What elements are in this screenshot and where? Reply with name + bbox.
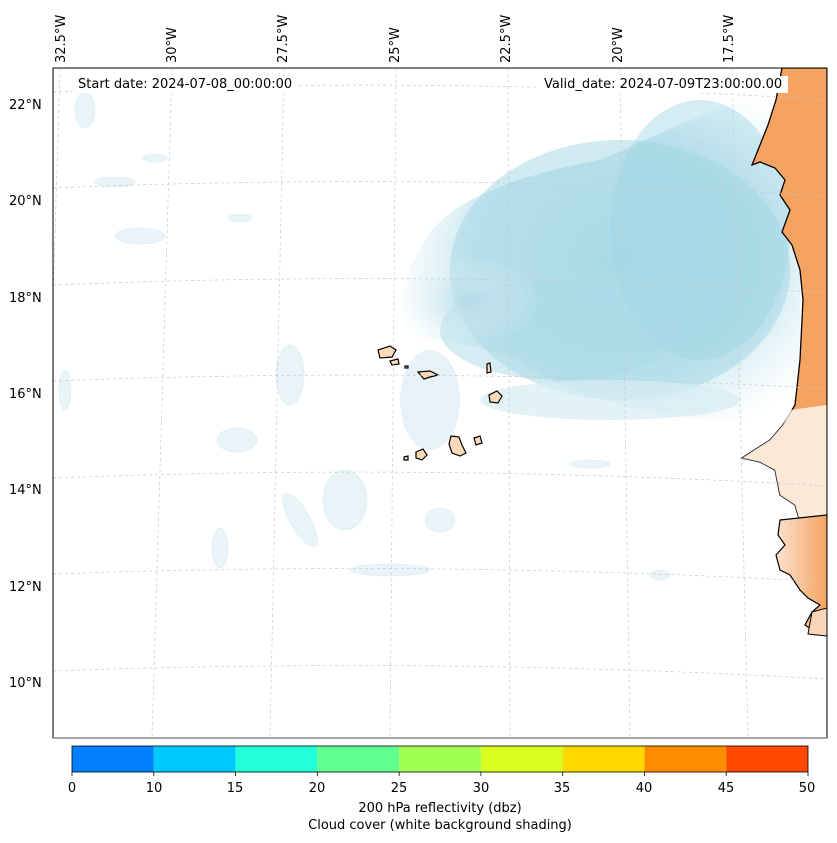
colorbar-swatch [399, 746, 481, 772]
island-sao-nicolau [416, 370, 440, 380]
colorbar-tick-20: 20 [308, 781, 326, 796]
colorbar-tick-45: 45 [717, 781, 735, 796]
colorbar-tick-50: 50 [798, 781, 816, 796]
lat-label-20n: 20°N [9, 194, 42, 209]
colorbar-swatch [726, 746, 808, 772]
lon-label-32-5w: 32.5°W [54, 14, 69, 63]
colorbar-swatch [235, 746, 318, 772]
colorbar-swatch [317, 746, 400, 772]
lat-label-16n: 16°N [9, 387, 42, 402]
cape-verde-islands [377, 345, 503, 461]
colorbar-tick-40: 40 [635, 781, 653, 796]
colorbar-label-reflectivity: 200 hPa reflectivity (dbz) [358, 801, 522, 816]
colorbar-label-cloud-cover: Cloud cover (white background shading) [308, 818, 572, 833]
lat-label-22n: 22°N [9, 98, 42, 113]
island-maio [473, 435, 483, 446]
island-fogo [415, 448, 428, 461]
colorbar-swatch [153, 746, 236, 772]
lon-label-22-5w: 22.5°W [499, 14, 514, 63]
island-brava [403, 455, 409, 461]
lon-label-27-5w: 27.5°W [276, 14, 291, 63]
colorbar-tick-15: 15 [226, 781, 244, 796]
colorbar [71, 745, 809, 776]
lat-label-12n: 12°N [9, 580, 42, 595]
lon-label-17-5w: 17.5°W [722, 14, 737, 63]
colorbar-swatch [72, 746, 154, 772]
lon-label-30w: 30°W [165, 27, 180, 63]
cloud-cover-patches [58, 91, 671, 581]
island-sao-vicente [389, 358, 400, 366]
colorbar-tick-35: 35 [553, 781, 571, 796]
colorbar-tick-10: 10 [145, 781, 163, 796]
africa-landmass [740, 68, 827, 637]
island-boa-vista [488, 390, 503, 404]
colorbar-swatch [562, 746, 645, 772]
island-santo-antao [377, 345, 397, 359]
island-santiago [448, 435, 467, 457]
lat-label-18n: 18°N [9, 291, 42, 306]
lat-label-10n: 10°N [9, 676, 42, 691]
colorbar-swatch [644, 746, 727, 772]
colorbar-swatch [480, 746, 563, 772]
valid-date-label: Valid_date: 2024-07-09T23:00:00.00 [538, 76, 789, 93]
island-sal [486, 362, 492, 374]
lon-label-25w: 25°W [388, 27, 403, 63]
colorbar-tick-30: 30 [472, 781, 490, 796]
lat-label-14n: 14°N [9, 483, 42, 498]
lon-label-20w: 20°W [611, 27, 626, 63]
colorbar-tick-0: 0 [67, 781, 77, 796]
start-date-label: Start date: 2024-07-08_00:00:00 [72, 76, 299, 93]
colorbar-tick-25: 25 [390, 781, 408, 796]
cloud-cover-main [400, 95, 800, 450]
island-santa-luzia [404, 365, 409, 369]
